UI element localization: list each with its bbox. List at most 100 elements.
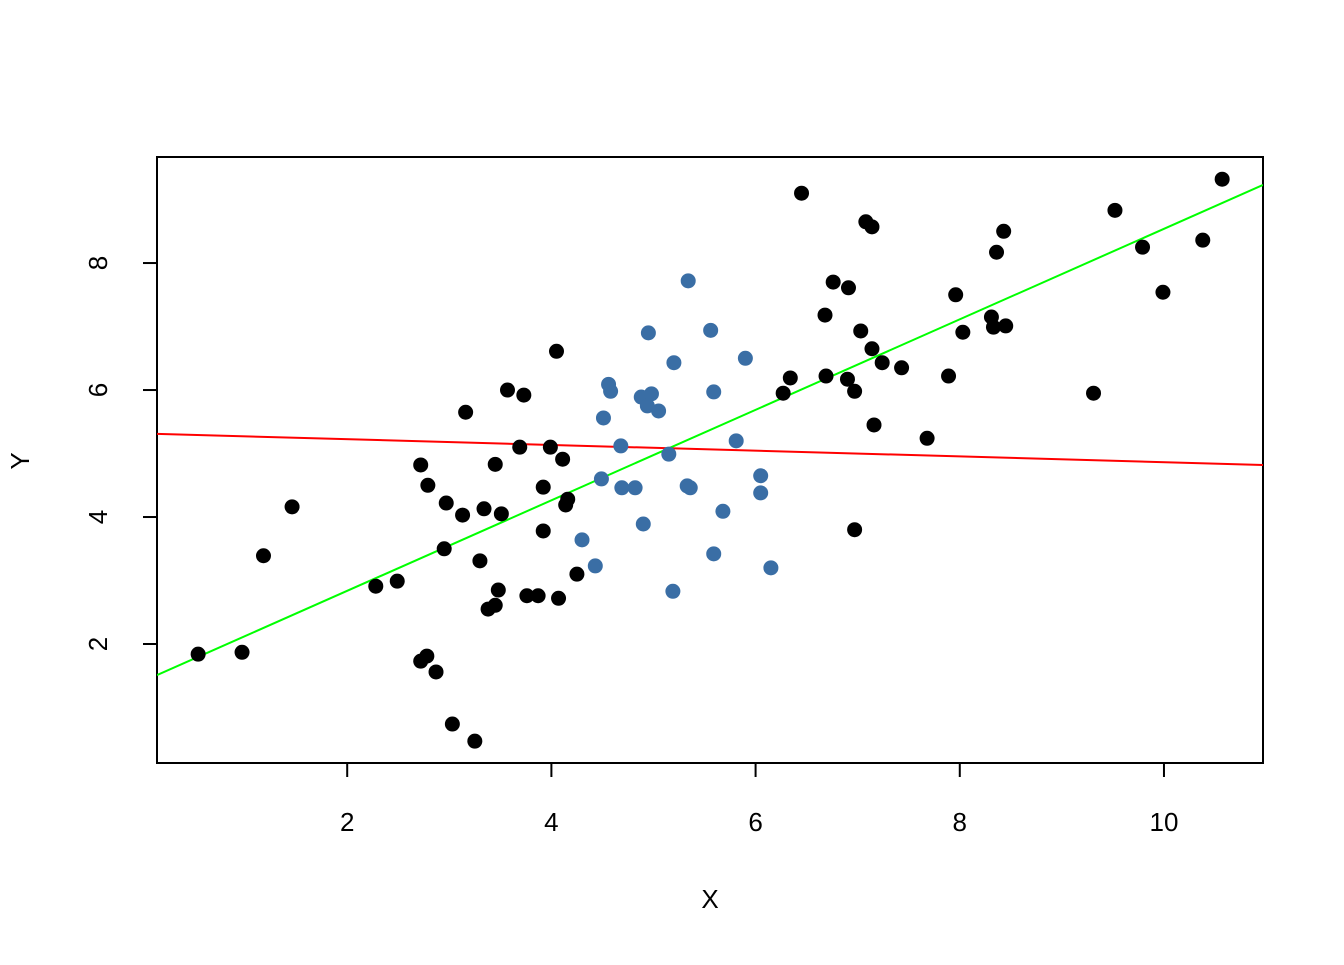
point <box>587 558 603 574</box>
point <box>874 355 890 371</box>
point <box>472 553 488 569</box>
point <box>817 307 833 323</box>
point <box>542 439 558 455</box>
point <box>255 548 271 564</box>
point <box>782 370 798 386</box>
point <box>493 506 509 522</box>
point <box>775 385 791 401</box>
point <box>640 325 656 341</box>
point <box>389 573 405 589</box>
point <box>753 468 769 484</box>
point <box>847 522 863 538</box>
point <box>847 383 863 399</box>
point <box>603 383 619 399</box>
point <box>794 185 810 201</box>
point <box>840 280 856 296</box>
x-tick-label: 4 <box>544 807 558 837</box>
point <box>839 371 855 387</box>
point <box>284 499 300 515</box>
x-tick-label: 2 <box>340 807 354 837</box>
point <box>499 382 515 398</box>
point <box>512 439 528 455</box>
point <box>560 491 576 507</box>
point <box>728 433 744 449</box>
point <box>948 287 964 303</box>
point <box>190 646 206 662</box>
point <box>737 350 753 366</box>
x-axis-label: X <box>701 884 718 914</box>
point <box>420 477 436 493</box>
point <box>680 273 696 289</box>
point <box>436 541 452 557</box>
point <box>651 403 667 419</box>
point <box>1155 284 1171 300</box>
point <box>535 479 551 495</box>
point <box>706 546 722 562</box>
fit-line <box>157 184 1263 677</box>
point <box>574 532 590 548</box>
y-tick-label: 4 <box>83 510 113 524</box>
y-tick-label: 8 <box>83 256 113 270</box>
point <box>864 341 880 357</box>
point <box>455 507 471 523</box>
point <box>487 597 503 613</box>
point <box>555 451 571 467</box>
y-axis-label: Y <box>5 452 35 469</box>
point <box>919 430 935 446</box>
point <box>1195 232 1211 248</box>
point <box>955 324 971 340</box>
point <box>535 523 551 539</box>
point <box>444 716 460 732</box>
point <box>706 384 722 400</box>
point <box>516 387 532 403</box>
x-tick-label: 8 <box>953 807 967 837</box>
y-tick-label: 6 <box>83 383 113 397</box>
point <box>825 274 841 290</box>
point <box>1086 385 1102 401</box>
x-tick-label: 6 <box>748 807 762 837</box>
point <box>593 471 609 487</box>
point <box>234 644 250 660</box>
point <box>985 319 1001 335</box>
point <box>548 343 564 359</box>
point <box>661 446 677 462</box>
point <box>551 590 567 606</box>
point <box>853 323 869 339</box>
point <box>1214 171 1230 187</box>
point <box>666 355 682 371</box>
point <box>428 664 444 680</box>
point <box>682 480 698 496</box>
point <box>894 360 910 376</box>
point <box>627 480 643 496</box>
point <box>476 501 492 517</box>
point <box>989 244 1005 260</box>
point <box>635 516 651 532</box>
point <box>866 417 882 433</box>
point <box>643 386 659 402</box>
point <box>1107 202 1123 218</box>
point <box>413 457 429 473</box>
point <box>665 583 681 599</box>
point <box>569 566 585 582</box>
point <box>519 588 535 604</box>
point <box>941 368 957 384</box>
point <box>467 733 483 749</box>
point <box>703 322 719 338</box>
point <box>998 318 1014 334</box>
fit-line <box>157 432 1263 466</box>
x-tick-label: 10 <box>1150 807 1179 837</box>
point <box>595 410 611 426</box>
point <box>438 495 454 511</box>
point <box>763 560 779 576</box>
point <box>419 648 435 664</box>
point <box>490 582 506 598</box>
point <box>530 588 546 604</box>
point <box>1135 239 1151 255</box>
point <box>639 398 655 414</box>
point <box>715 503 731 519</box>
point <box>996 223 1012 239</box>
point <box>368 578 384 594</box>
point <box>753 485 769 501</box>
point <box>864 219 880 235</box>
